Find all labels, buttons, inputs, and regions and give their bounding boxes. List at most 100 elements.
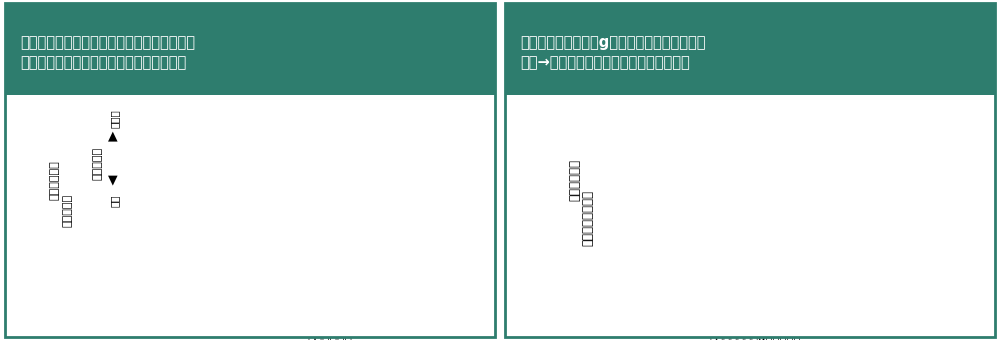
Point — [360, 270, 376, 275]
Point — [304, 247, 320, 252]
Point — [309, 231, 325, 236]
Point — [350, 263, 366, 268]
Point — [309, 265, 325, 270]
Point — [294, 219, 310, 224]
Point — [289, 214, 305, 219]
Point — [437, 296, 453, 302]
Point — [330, 254, 346, 259]
Point — [325, 259, 341, 265]
Point — [340, 254, 356, 259]
Point — [325, 250, 341, 256]
Point — [289, 217, 305, 222]
Point — [345, 257, 361, 263]
Point — [268, 210, 284, 215]
Text: 物理法則に: 物理法則に — [93, 147, 103, 180]
Point — [355, 282, 371, 288]
Point — [335, 265, 351, 270]
Point — [350, 270, 366, 275]
Point — [340, 268, 356, 273]
Point — [294, 236, 310, 242]
Point — [319, 240, 335, 245]
Point — [319, 247, 335, 252]
Point — [319, 254, 335, 259]
Point — [335, 257, 351, 263]
Text: ▼: ▼ — [108, 174, 118, 187]
Point — [360, 286, 376, 291]
Point — [330, 261, 346, 267]
Point — [427, 291, 443, 296]
Point — [330, 247, 346, 252]
Point — [294, 229, 310, 235]
Point — [365, 282, 381, 288]
Text: 人間の評価と: 人間の評価と — [568, 159, 582, 201]
Point — [335, 250, 351, 256]
Point — [279, 222, 295, 227]
Point — [345, 266, 361, 272]
Point — [401, 293, 417, 298]
Text: 計算モデルに: 計算モデルに — [50, 160, 60, 200]
Text: 従来の単純物体で
自然にみえた0.6g
では相関が小さい: 従来の単純物体で 自然にみえた0.6g では相関が小さい — [667, 138, 805, 257]
Point — [345, 273, 361, 279]
Point — [284, 220, 300, 226]
Point — [396, 289, 412, 295]
Text: r=-0.89: r=-0.89 — [316, 96, 370, 110]
Point — [365, 273, 381, 279]
Text: を計算するモデルが自然さ評価を良く説明: を計算するモデルが自然さ評価を良く説明 — [20, 55, 186, 70]
Point — [263, 206, 279, 212]
Point — [355, 273, 371, 279]
Point — [386, 293, 402, 298]
Point — [274, 217, 290, 222]
Point — [386, 286, 402, 291]
Text: 一致: 一致 — [110, 194, 120, 207]
Text: モデル計算におけるgの値を変えながら相関を: モデル計算におけるgの値を変えながら相関を — [520, 35, 706, 50]
Point — [376, 289, 392, 295]
Point — [381, 291, 397, 296]
Point — [309, 238, 325, 243]
Point — [360, 277, 376, 282]
Point — [279, 219, 295, 224]
Point — [284, 227, 300, 233]
Text: 重力法則から予測される速度系列からの誤差: 重力法則から予測される速度系列からの誤差 — [20, 35, 195, 50]
Point — [299, 231, 315, 236]
Text: ▲: ▲ — [108, 130, 118, 142]
Point — [416, 294, 432, 300]
Point — [274, 211, 290, 217]
Point — [340, 275, 356, 280]
Point — [243, 155, 259, 160]
Point — [355, 266, 371, 272]
Point — [258, 187, 274, 192]
Point — [217, 122, 233, 127]
Point — [335, 272, 351, 277]
Point — [381, 282, 397, 288]
Text: モデルの相関係数: モデルの相関係数 — [582, 190, 594, 245]
Point — [289, 231, 305, 236]
Point — [314, 236, 330, 242]
Point — [284, 215, 300, 221]
Point — [299, 224, 315, 230]
Point — [314, 242, 330, 247]
Point — [258, 190, 274, 196]
Point — [370, 284, 386, 289]
Text: 自然な見え方: 自然な見え方 — [308, 331, 352, 340]
Point — [391, 287, 407, 293]
Text: 計算モデル内のgの変調倍率: 計算モデル内のgの変調倍率 — [709, 331, 801, 340]
Point — [340, 261, 356, 267]
Text: 計算→地球上の重力加速度で相関が最大に: 計算→地球上の重力加速度で相関が最大に — [520, 55, 690, 70]
Point — [248, 157, 264, 163]
Point — [314, 249, 330, 254]
Point — [309, 245, 325, 251]
Point — [370, 277, 386, 282]
Point — [314, 256, 330, 261]
Point — [268, 214, 284, 219]
Text: よる誤差量: よる誤差量 — [63, 194, 73, 227]
Point — [325, 243, 341, 249]
Point — [350, 278, 366, 284]
Text: 不一致: 不一致 — [110, 109, 120, 129]
Point — [330, 270, 346, 275]
Point — [411, 289, 427, 295]
Point — [304, 227, 320, 233]
Text: 地球上の重力加
速度gで相関が
最大になる: 地球上の重力加 速度gで相関が 最大になる — [720, 214, 789, 279]
Point — [304, 236, 320, 242]
Point — [253, 183, 269, 189]
Point — [299, 242, 315, 247]
